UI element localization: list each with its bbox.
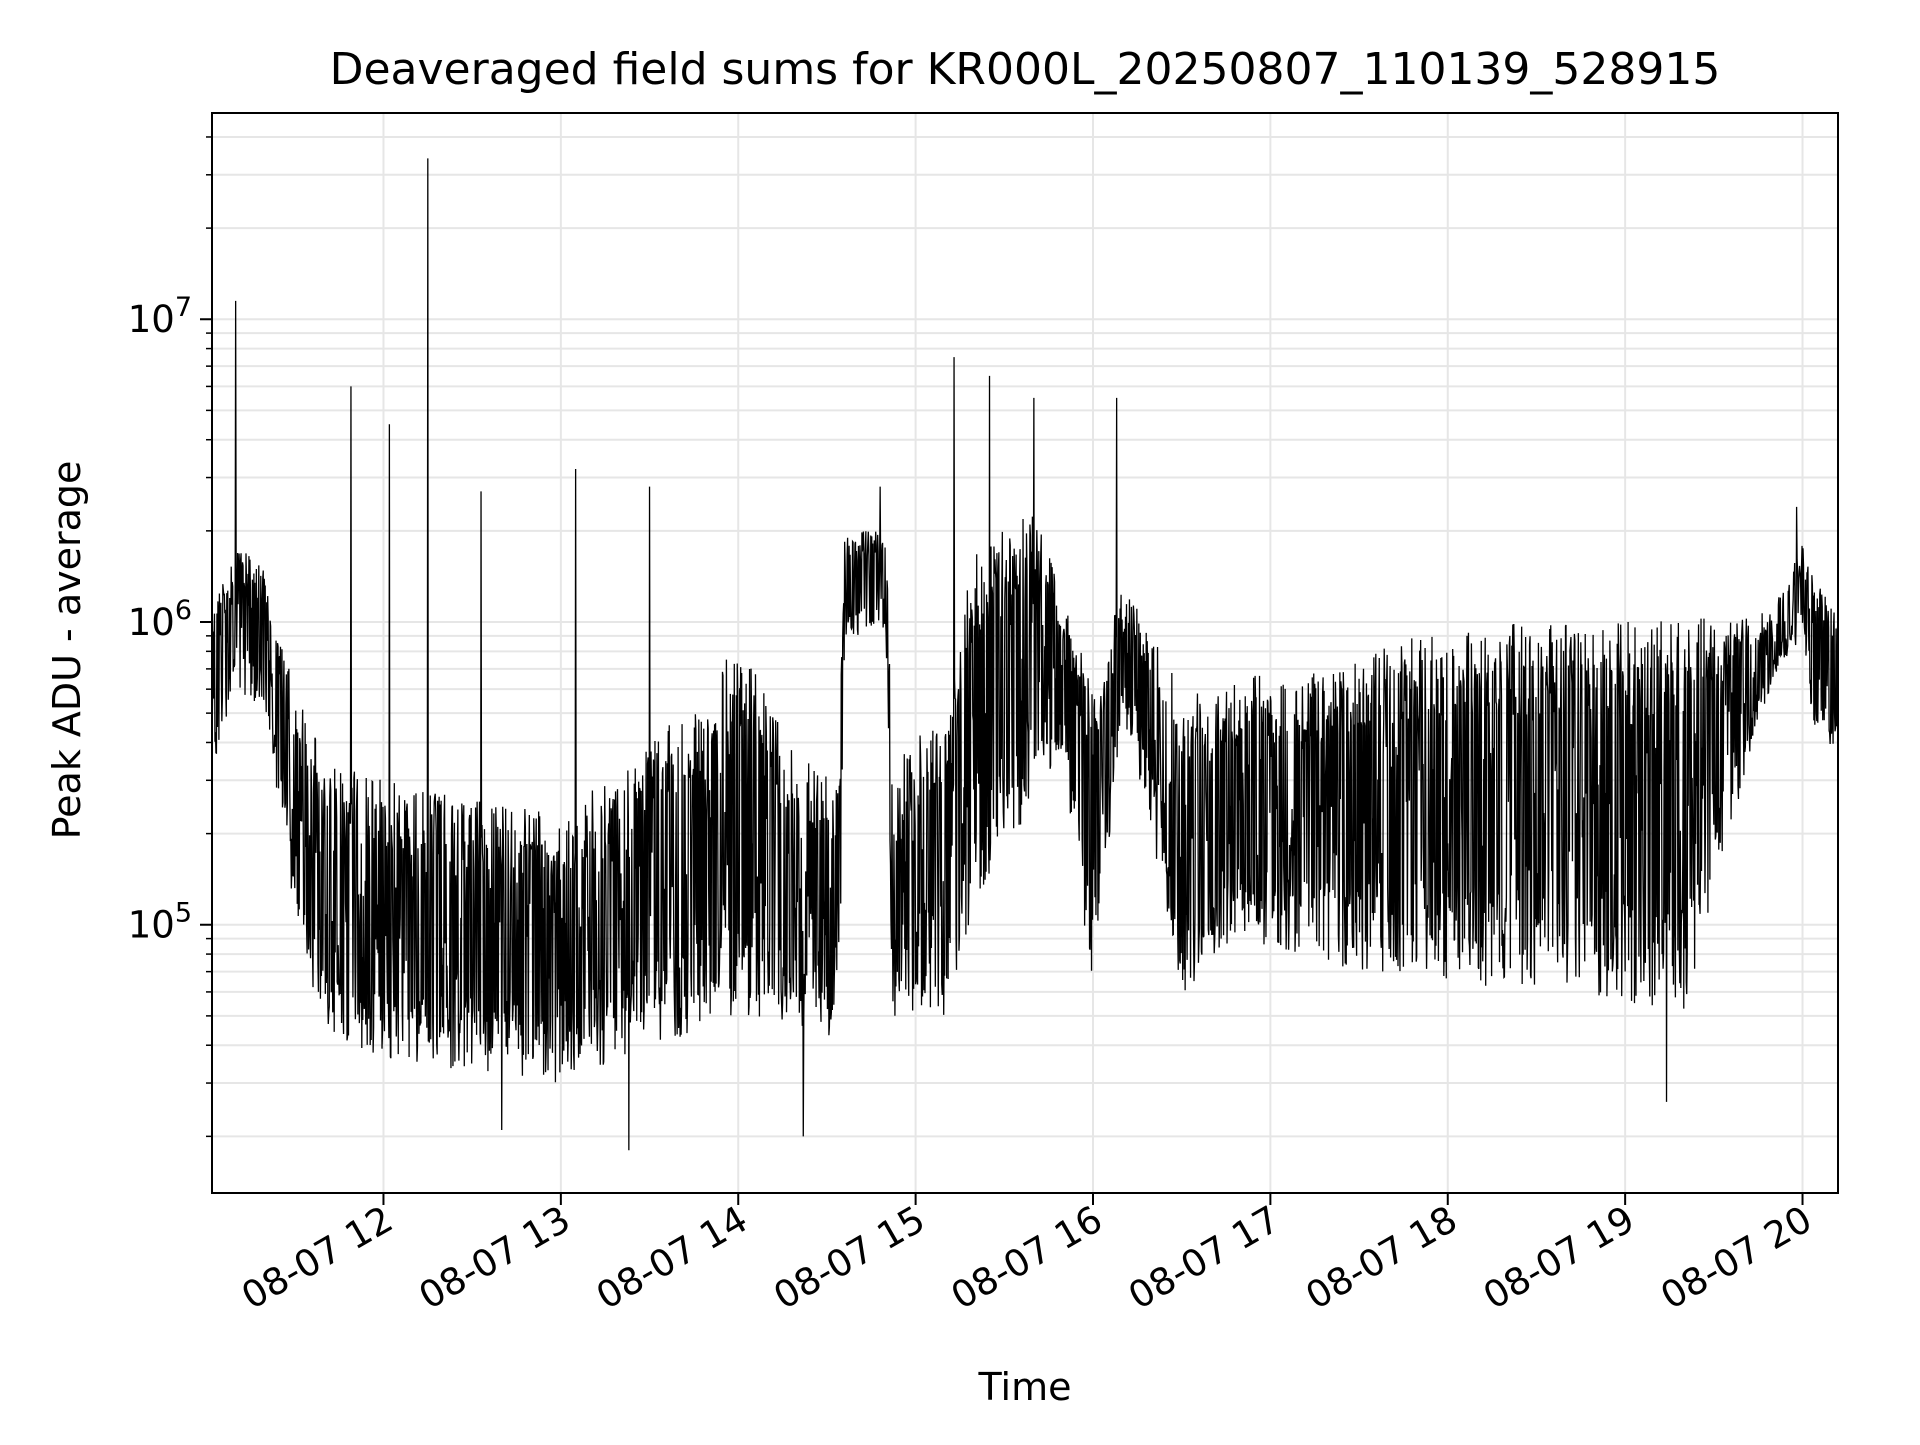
x-axis-label: Time: [978, 1365, 1072, 1409]
y-tick-base: 10: [128, 904, 175, 947]
y-tick-exponent: 6: [175, 595, 192, 626]
chart-title: Deaveraged field sums for KR000L_2025080…: [330, 44, 1721, 95]
y-tick-exponent: 7: [175, 292, 192, 323]
y-tick-exponent: 5: [175, 898, 192, 929]
y-tick-base: 10: [128, 298, 175, 341]
y-tick-base: 10: [128, 601, 175, 644]
y-axis-label: Peak ADU - average: [45, 461, 89, 840]
